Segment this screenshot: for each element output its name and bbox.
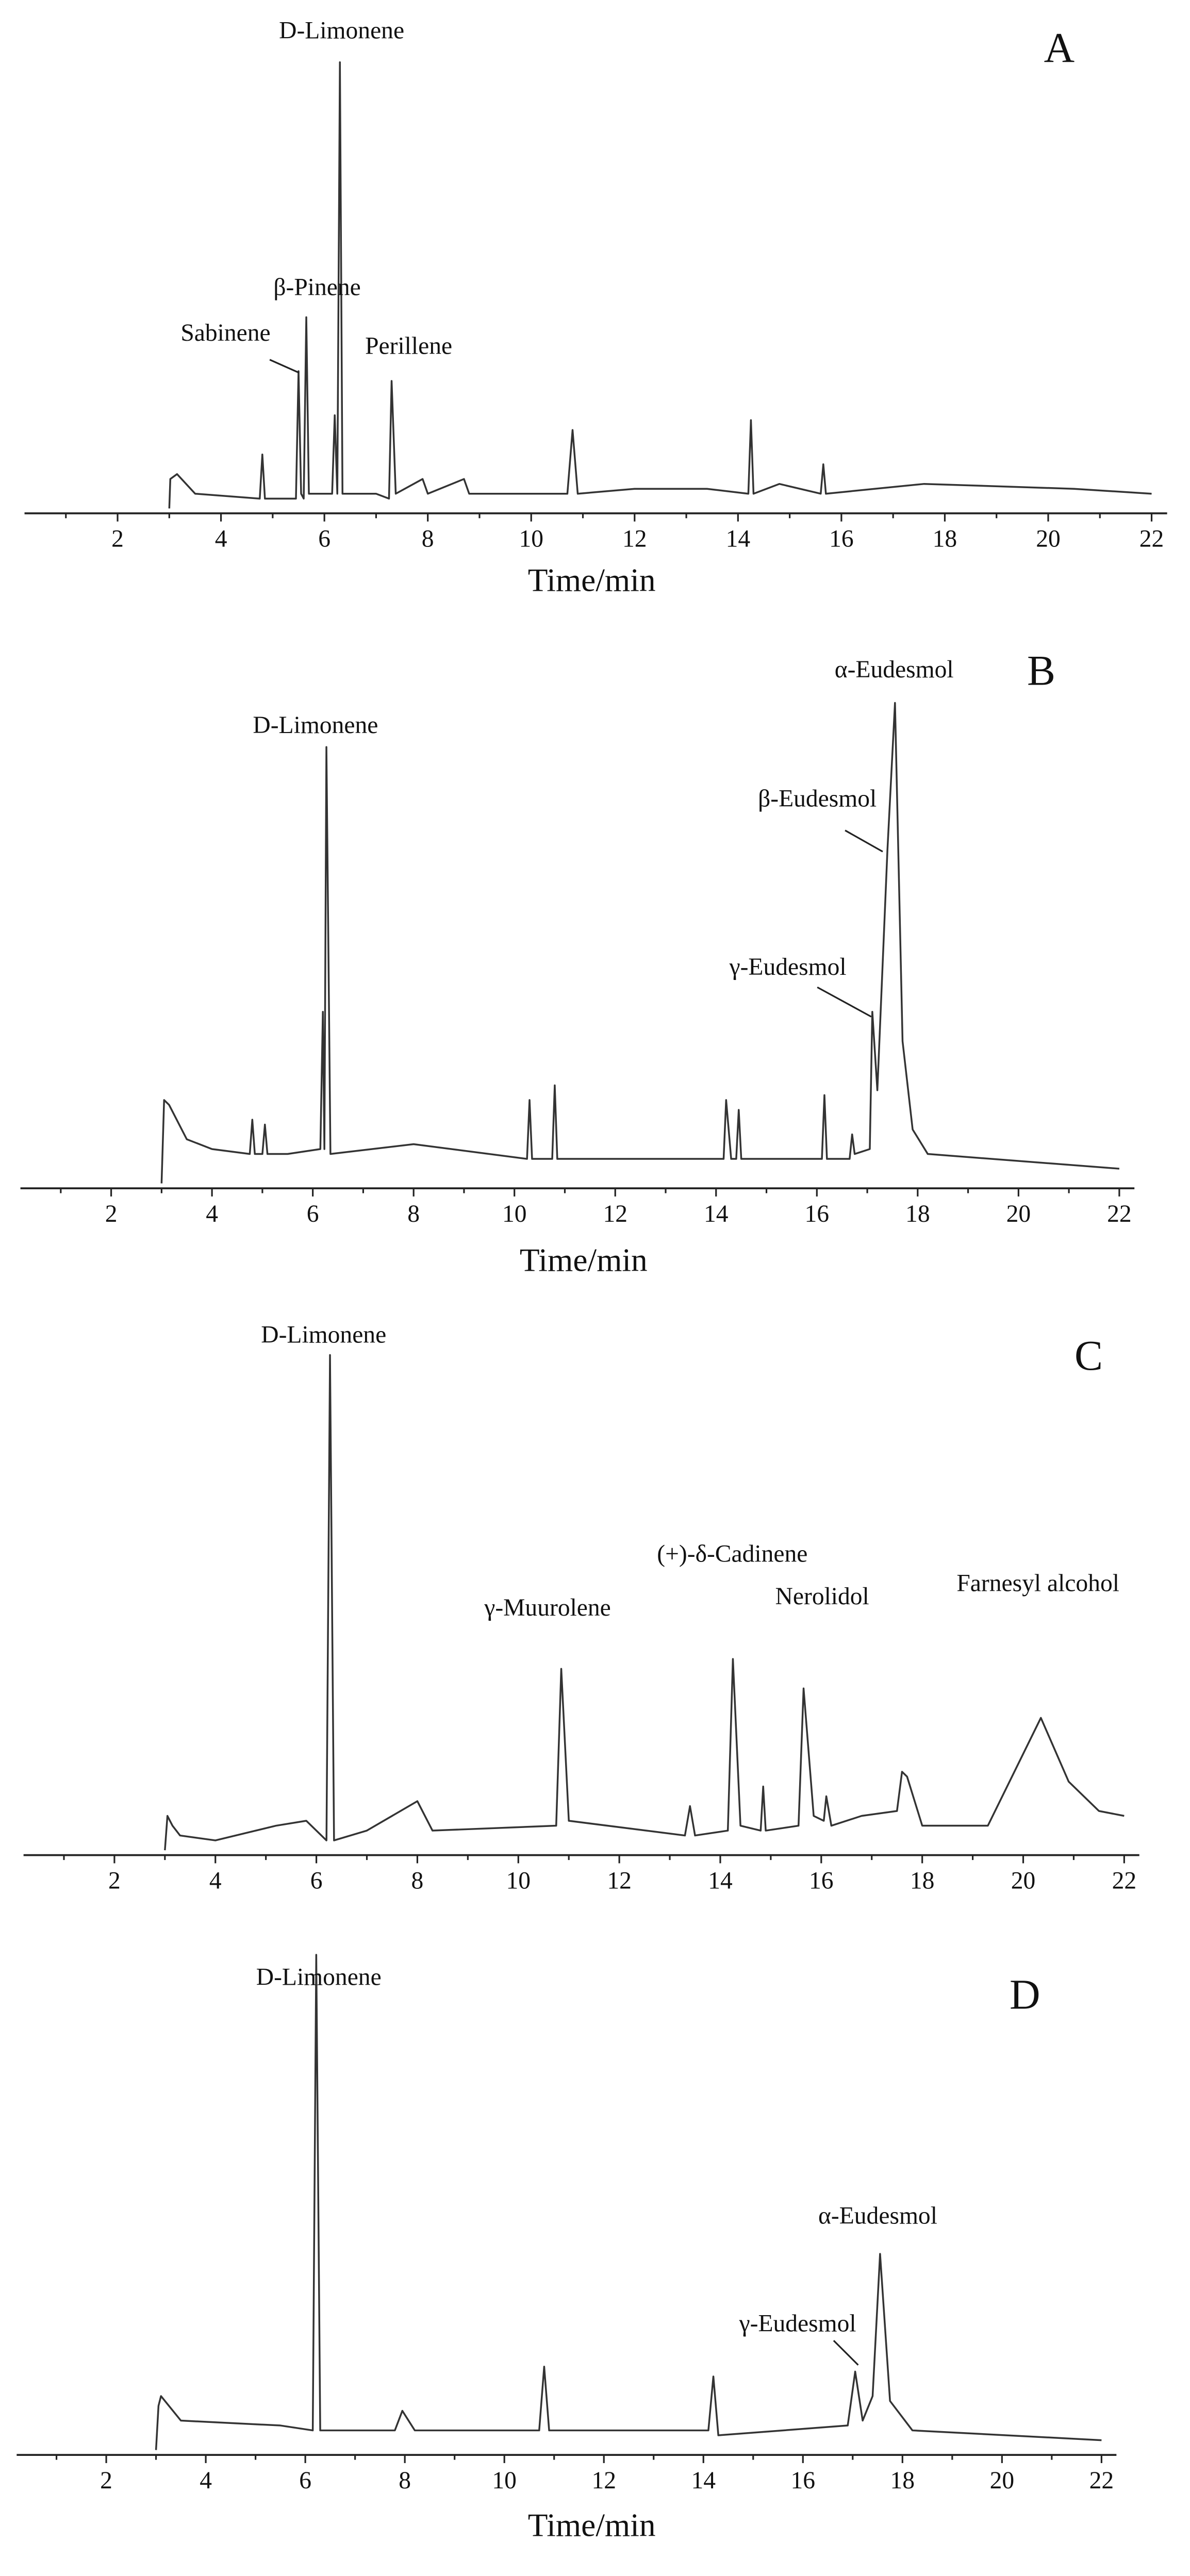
leader-line (845, 829, 883, 853)
x-tick-label: 18 (905, 1201, 930, 1227)
x-tick-label: 6 (307, 1201, 319, 1227)
x-tick-label: 6 (310, 1867, 323, 1894)
panel-label: A (1044, 25, 1075, 72)
peak-label: β-Eudesmol (758, 786, 877, 812)
x-tick-label: 14 (691, 2467, 716, 2494)
x-tick-label: 10 (502, 1201, 527, 1227)
peak-label: α-Eudesmol (835, 656, 954, 683)
peak-label: Nerolidol (775, 1583, 869, 1610)
x-tick-label: 10 (492, 2467, 517, 2494)
leader-line (269, 359, 300, 374)
chromatogram-line (160, 702, 1120, 1184)
x-tick-label: 4 (215, 526, 227, 553)
panel-label: C (1075, 1332, 1103, 1379)
peak-label: D-Limonene (253, 712, 378, 739)
peak-label: γ-Muurolene (484, 1594, 610, 1621)
x-tick-label: 8 (399, 2467, 411, 2494)
chromatogram-line (164, 1354, 1125, 1851)
x-tick-label: 20 (1011, 1867, 1036, 1894)
peak-label: D-Limonene (256, 1964, 382, 1990)
x-tick-label: 14 (704, 1201, 729, 1227)
x-tick-label: 16 (791, 2467, 816, 2494)
peak-label: β-Pinene (273, 274, 360, 301)
x-tick-label: 16 (809, 1867, 834, 1894)
x-tick-label: 4 (206, 1201, 218, 1227)
x-tick-label: 14 (726, 526, 751, 553)
x-axis-label: Time/min (528, 2507, 656, 2543)
x-tick-label: 22 (1107, 1201, 1132, 1227)
x-tick-label: 22 (1112, 1867, 1137, 1894)
x-tick-label: 22 (1139, 526, 1164, 553)
peak-label: Farnesyl alcohol (956, 1570, 1119, 1597)
x-axis-label: Time/min (528, 562, 656, 599)
peak-label: Perillene (365, 333, 452, 359)
x-tick-label: 12 (603, 1201, 627, 1227)
x-tick-label: 20 (1006, 1201, 1031, 1227)
x-tick-label: 20 (990, 2467, 1015, 2494)
x-tick-label: 10 (519, 526, 543, 553)
x-tick-label: 2 (105, 1201, 118, 1227)
x-tick-label: 6 (299, 2467, 311, 2494)
x-tick-label: 4 (200, 2467, 212, 2494)
x-tick-label: 16 (805, 1201, 830, 1227)
x-tick-label: 12 (622, 526, 647, 553)
x-tick-label: 14 (708, 1867, 733, 1894)
x-tick-label: 6 (318, 526, 330, 553)
x-axis-label: Time/min (520, 1242, 648, 1278)
peak-label: D-Limonene (261, 1322, 386, 1349)
x-tick-label: 8 (422, 526, 434, 553)
peak-label: Sabinene (180, 320, 270, 346)
panel-label: B (1027, 647, 1055, 694)
x-tick-label: 8 (411, 1867, 424, 1894)
x-tick-label: 2 (108, 1867, 121, 1894)
x-tick-label: 18 (890, 2467, 915, 2494)
x-tick-label: 18 (910, 1867, 935, 1894)
peak-label: γ-Eudesmol (729, 954, 847, 980)
x-tick-label: 22 (1089, 2467, 1114, 2494)
peak-label: D-Limonene (279, 18, 404, 44)
x-tick-label: 10 (506, 1867, 531, 1894)
x-tick-label: 4 (209, 1867, 222, 1894)
chromatogram-line (168, 61, 1152, 509)
leader-line (817, 986, 872, 1018)
x-tick-label: 12 (591, 2467, 616, 2494)
x-tick-label: 18 (933, 526, 957, 553)
peak-label: α-Eudesmol (818, 2202, 937, 2229)
peak-label: γ-Eudesmol (739, 2311, 856, 2337)
x-tick-label: 20 (1036, 526, 1061, 553)
chromatogram-line (155, 1954, 1102, 2450)
panel-label: D (1010, 1971, 1040, 2018)
leader-line (833, 2340, 859, 2366)
x-tick-label: 2 (111, 526, 124, 553)
peak-label: (+)-δ-Cadinene (657, 1540, 807, 1567)
x-tick-label: 12 (607, 1867, 632, 1894)
x-tick-label: 2 (100, 2467, 112, 2494)
x-tick-label: 16 (829, 526, 854, 553)
x-tick-label: 8 (407, 1201, 420, 1227)
